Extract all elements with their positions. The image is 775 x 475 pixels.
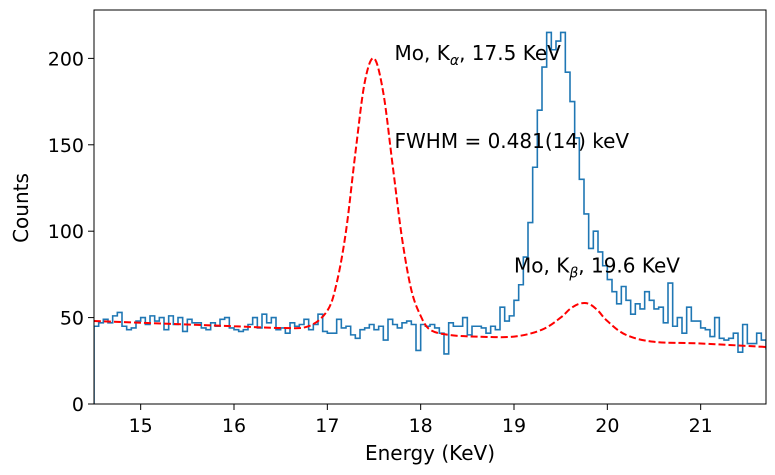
x-tick-label: 20 [595,415,619,437]
y-tick-label: 50 [60,308,84,330]
y-axis-label: Counts [9,173,33,243]
histogram-series [94,31,766,404]
x-tick-label: 18 [409,415,433,437]
fit-curve [94,57,766,348]
annotation-1: Mo, Kα, 17.5 KeV [395,41,562,69]
x-tick-label: 17 [315,415,339,437]
x-tick-label: 15 [129,415,153,437]
y-tick-label: 150 [48,135,84,157]
x-tick-label: 19 [502,415,526,437]
y-tick-label: 0 [72,394,84,416]
annotation-2: FWHM = 0.481(14) keV [395,129,630,153]
y-tick-label: 100 [48,221,84,243]
x-tick-label: 21 [689,415,713,437]
annotation-3: Mo, Kβ, 19.6 KeV [514,254,680,282]
y-tick-label: 200 [48,48,84,70]
plot-frame [93,9,767,405]
x-tick-label: 16 [222,415,246,437]
plot-area: 15 16 17 18 19 20 21 0 50 100 150 200 Mo, Kα, 17.5 K… [48,9,767,437]
x-axis-label: Energy (KeV) [365,441,495,465]
